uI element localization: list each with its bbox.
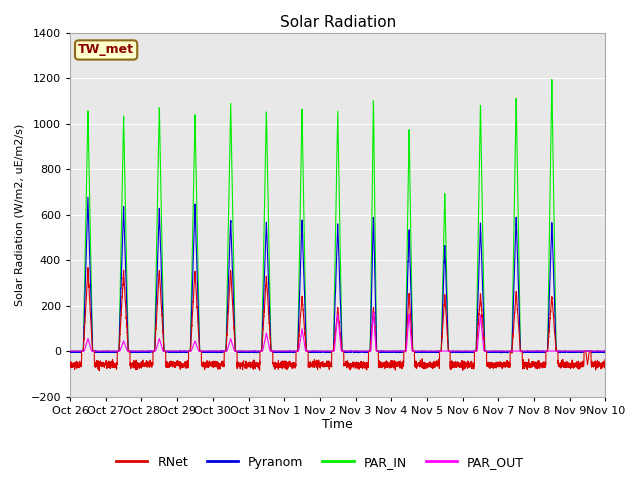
Y-axis label: Solar Radiation (W/m2, uE/m2/s): Solar Radiation (W/m2, uE/m2/s) [15, 123, 25, 306]
Title: Solar Radiation: Solar Radiation [280, 15, 396, 30]
X-axis label: Time: Time [323, 419, 353, 432]
Text: TW_met: TW_met [78, 44, 134, 57]
Legend: RNet, Pyranom, PAR_IN, PAR_OUT: RNet, Pyranom, PAR_IN, PAR_OUT [111, 451, 529, 474]
